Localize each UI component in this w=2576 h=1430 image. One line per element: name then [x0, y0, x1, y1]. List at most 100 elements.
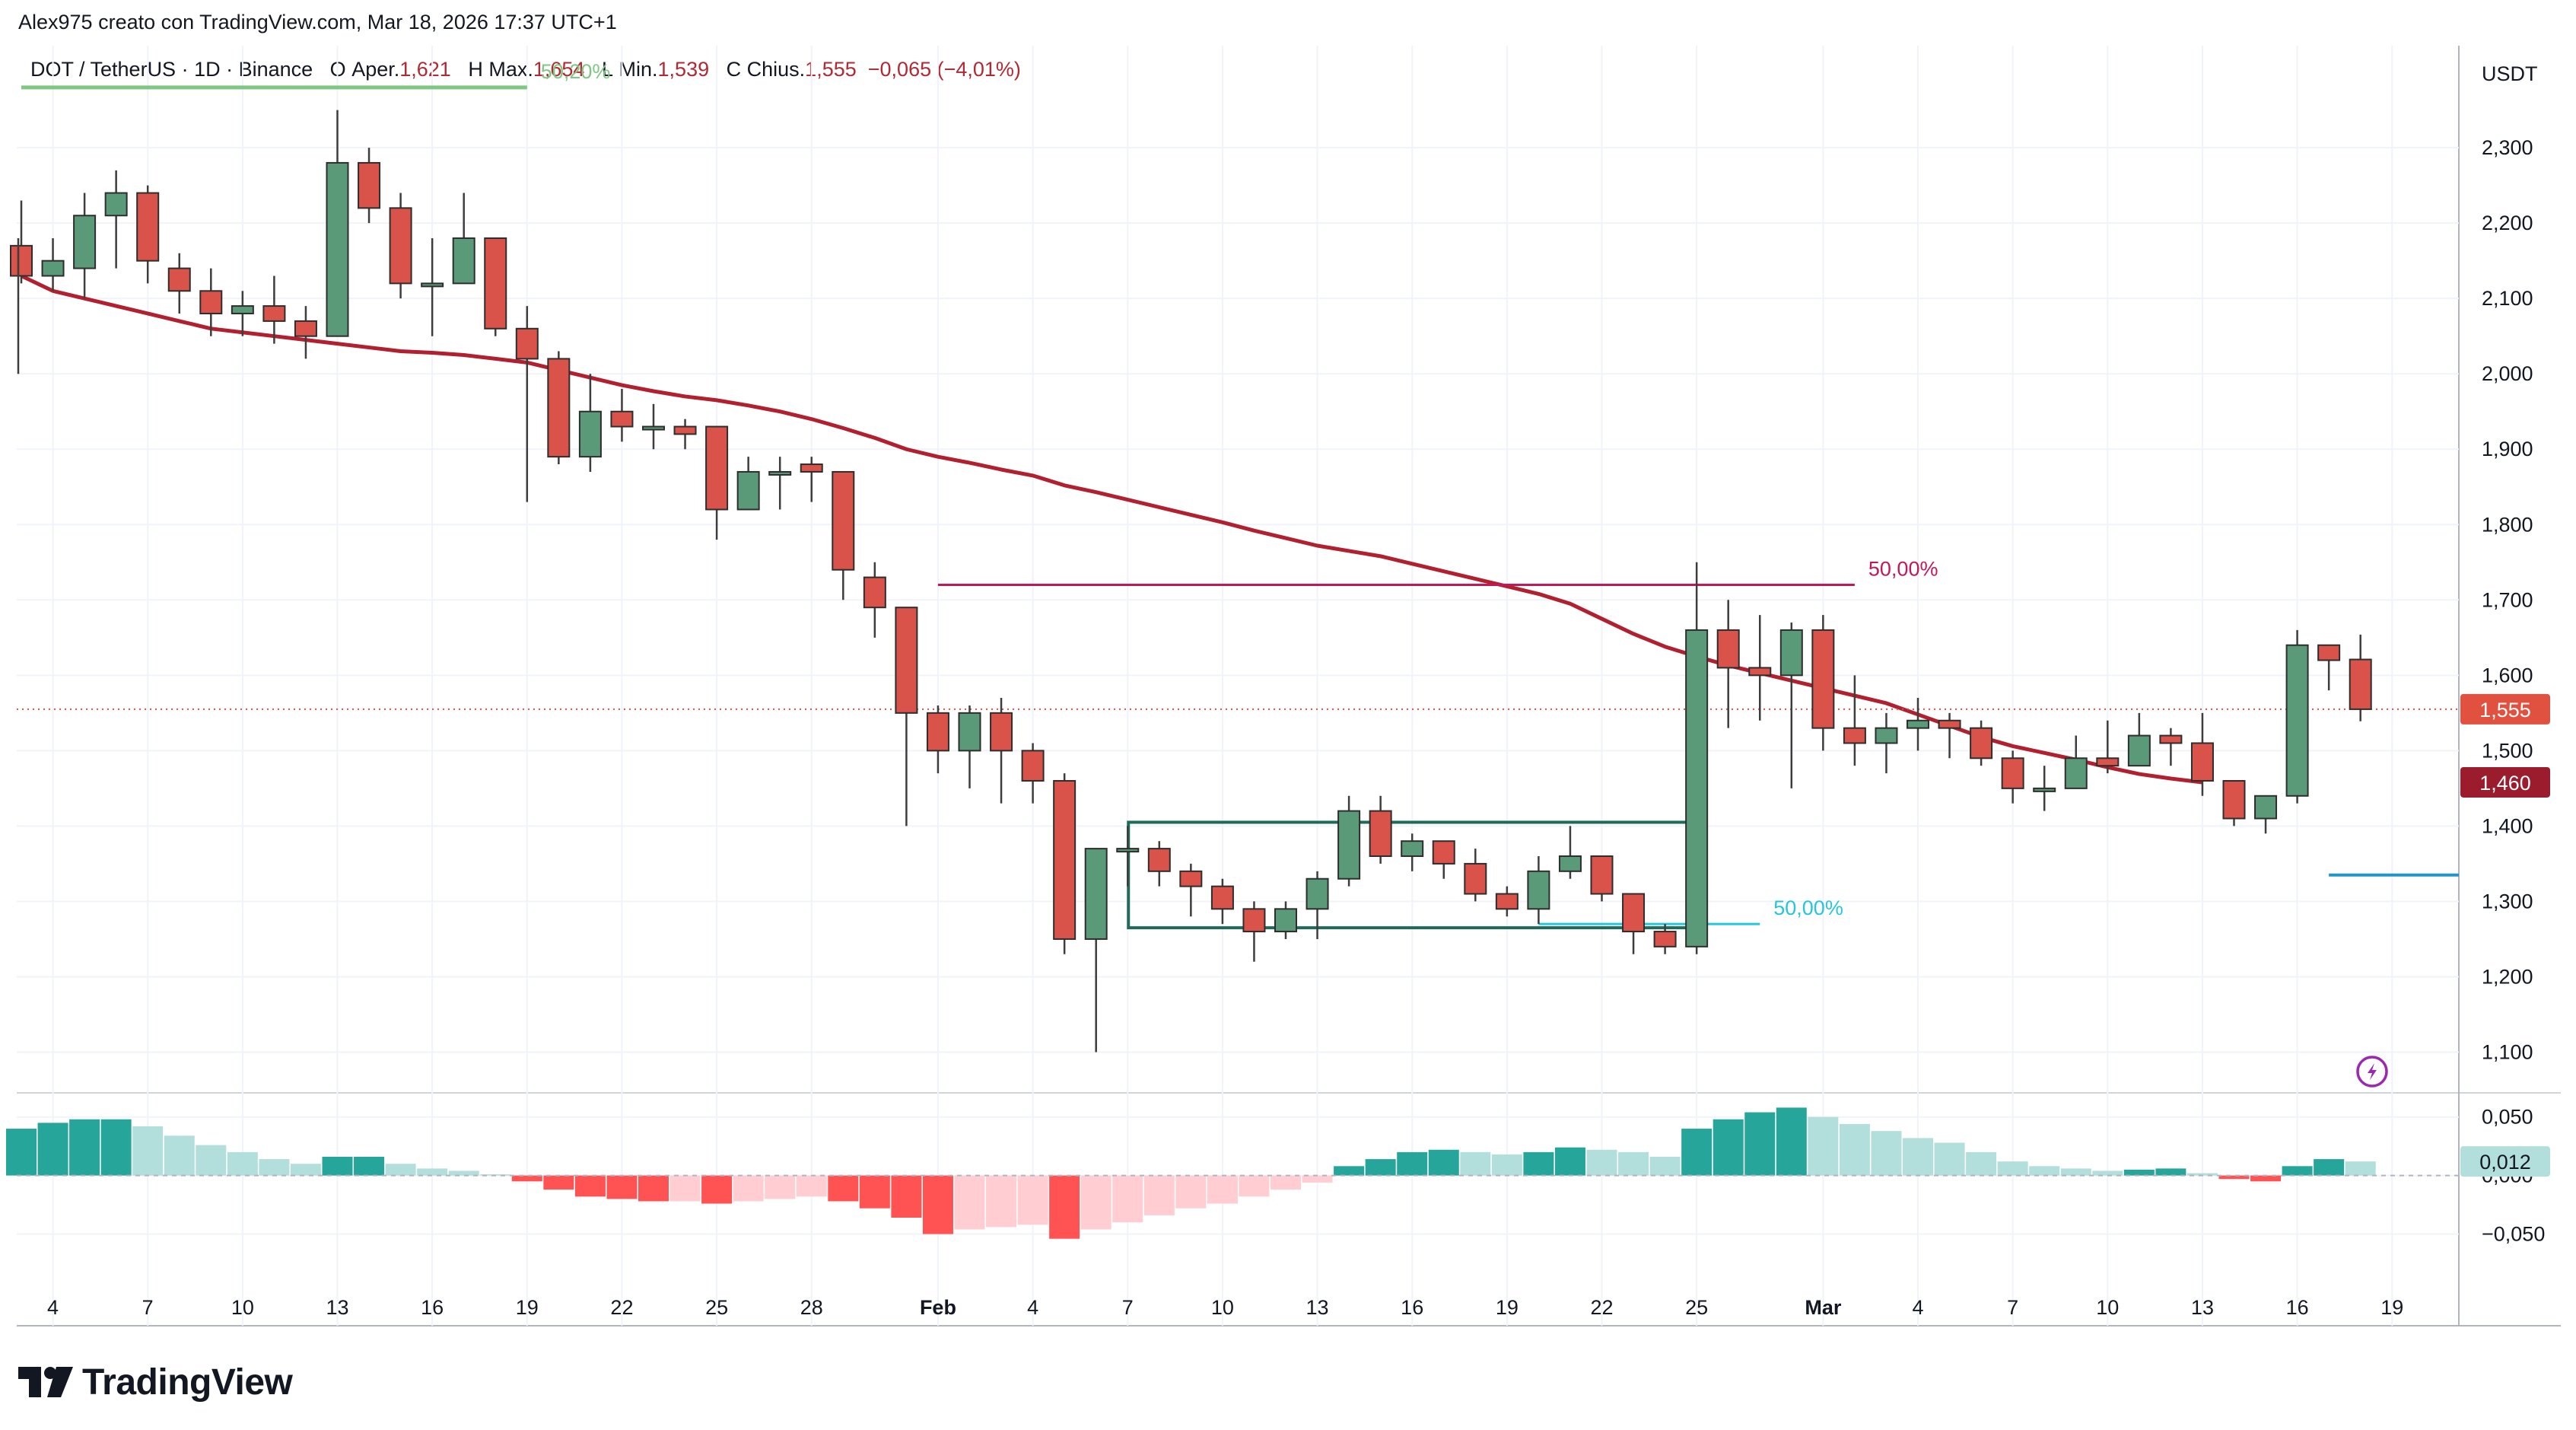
- candle-body: [642, 425, 665, 431]
- candle-body: [736, 470, 760, 511]
- candle-body: [1305, 877, 1329, 910]
- bearish-candle: [389, 193, 412, 299]
- candle-body: [1843, 727, 1866, 744]
- osc-bar: [37, 1123, 68, 1176]
- osc-bar: [1871, 1131, 1902, 1176]
- bearish-candle: [1811, 615, 1835, 751]
- tradingview-logo-text: TradingView: [82, 1362, 293, 1403]
- open-name: Aper.: [351, 58, 400, 81]
- osc-bar: [2345, 1161, 2376, 1176]
- time-tick-label: 25: [705, 1296, 728, 1319]
- osc-bar: [385, 1164, 416, 1176]
- osc-bar: [922, 1175, 953, 1234]
- osc-bar: [859, 1175, 890, 1209]
- osc-bar: [1776, 1107, 1807, 1176]
- price-tick-label: 1,300: [2482, 890, 2533, 912]
- currency-label: USDT: [2482, 62, 2538, 85]
- candle-body: [136, 192, 160, 262]
- candle-body: [167, 267, 191, 292]
- tradingview-logo[interactable]: TradingView: [18, 1359, 293, 1405]
- osc-bar: [1397, 1151, 1428, 1176]
- osc-bar: [290, 1164, 321, 1176]
- bearish-candle: [1495, 886, 1519, 917]
- candle-body: [104, 192, 128, 217]
- osc-bar: [1080, 1175, 1111, 1230]
- drawings: 50,00% 50,00% 50,20%: [17, 60, 2459, 930]
- icons: [2356, 1056, 2388, 1088]
- candle-body: [1970, 727, 1993, 760]
- time-tick-label: 10: [1211, 1296, 1234, 1319]
- bullish-candle: [1779, 623, 1803, 788]
- time-tick-label: 28: [800, 1296, 823, 1319]
- time-tick-label: 7: [2007, 1296, 2018, 1319]
- moving-average-tag-box: [2460, 766, 2550, 798]
- candle-body: [800, 463, 823, 473]
- osc-bar: [828, 1175, 859, 1202]
- candle-body: [1558, 855, 1582, 872]
- bullish-candle: [421, 237, 444, 336]
- osc-bar: [227, 1151, 258, 1176]
- osc-bar: [986, 1175, 1017, 1228]
- bullish-candle: [736, 457, 760, 511]
- bullish-candle: [2033, 766, 2056, 811]
- bearish-candle: [10, 200, 33, 284]
- candle-body: [452, 237, 475, 285]
- bearish-candle: [262, 275, 286, 344]
- osc-bar: [2314, 1159, 2345, 1176]
- price-tick-label: 1,900: [2482, 438, 2533, 460]
- osc-bar: [954, 1175, 985, 1230]
- bearish-candle: [705, 425, 729, 540]
- osc-bar: [1207, 1175, 1238, 1204]
- bearish-candle: [800, 457, 823, 502]
- bullish-candle: [768, 457, 792, 510]
- osc-bar: [322, 1157, 353, 1176]
- candle-body: [1875, 727, 1898, 744]
- bullish-candle: [1305, 871, 1329, 939]
- time-tick-label: 13: [2191, 1296, 2214, 1319]
- candle-body: [990, 712, 1013, 752]
- bearish-candle: [2159, 728, 2183, 766]
- bullish-candle: [1685, 562, 1709, 954]
- time-tick-label: Feb: [920, 1296, 956, 1319]
- osc-bar: [132, 1126, 164, 1176]
- candle-body: [2159, 734, 2183, 744]
- candle-body: [294, 320, 317, 337]
- bullish-candle: [1401, 833, 1424, 871]
- time-tick-label: 16: [1401, 1296, 1423, 1319]
- high-letter: H: [468, 58, 483, 81]
- price-tick-label: 1,800: [2482, 513, 2533, 536]
- osc-bar: [1713, 1119, 1744, 1176]
- candle-body: [2254, 795, 2278, 820]
- bearish-candle: [1369, 795, 1392, 864]
- bearish-candle: [610, 389, 634, 442]
- time-tick-label: 10: [231, 1296, 254, 1319]
- osc-bar: [1618, 1151, 1649, 1176]
- change-value: −0,065 (−4,01%): [867, 58, 1021, 81]
- price-tick-label: 1,100: [2482, 1040, 2533, 1063]
- price-tick-label: 1,600: [2482, 664, 2533, 686]
- osc-bar: [448, 1170, 479, 1176]
- candle-body: [1685, 629, 1709, 947]
- current-price-tag-box: [2460, 693, 2550, 725]
- osc-bar: [1744, 1112, 1776, 1176]
- osc-bar: [2186, 1173, 2218, 1176]
- lightning-icon[interactable]: [2356, 1056, 2388, 1088]
- candle-body: [926, 712, 949, 752]
- osc-bar: [2282, 1166, 2313, 1176]
- bearish-candle: [2317, 644, 2341, 691]
- candle-body: [768, 470, 792, 476]
- bullish-candle: [1558, 826, 1582, 879]
- bullish-candle: [1274, 901, 1297, 939]
- bearish-candle: [1021, 743, 1045, 804]
- bullish-candle: [326, 110, 349, 337]
- time-tick-label: 7: [142, 1296, 154, 1319]
- osc-bar: [1239, 1175, 1270, 1197]
- price-tick-label: 2,300: [2482, 136, 2533, 159]
- candle-body: [41, 260, 65, 277]
- osc-bar: [1523, 1151, 1554, 1176]
- oscillator-histogram: [6, 1107, 2459, 1239]
- candle-body: [1527, 870, 1550, 910]
- bearish-candle: [990, 698, 1013, 804]
- osc-tick-label: 0,050: [2482, 1106, 2533, 1129]
